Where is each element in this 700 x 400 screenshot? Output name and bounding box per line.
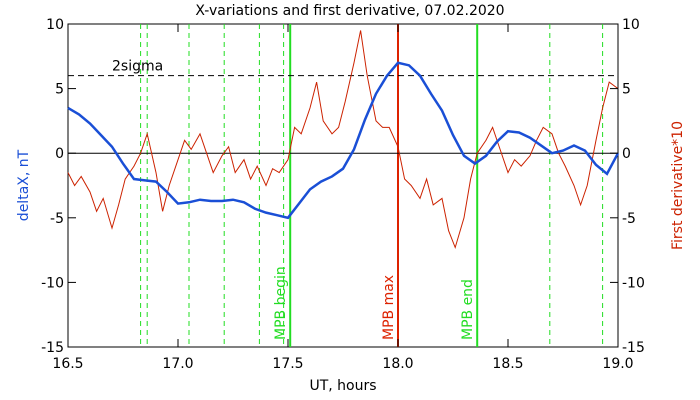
plot-frame [67,23,619,348]
marker-label-0: MPB begin [273,266,289,340]
x-tick-label-0: 16.5 [52,356,83,372]
x-tick-label-3: 18.0 [382,356,413,372]
plot-area [67,23,620,348]
y-left-tick-label-2: -5 [50,211,64,227]
y-left-tick-label-0: -15 [41,340,64,356]
y-right-tick-label-1: -10 [622,275,645,291]
y-right-tick-label-4: 5 [622,82,631,98]
y-left-tick-label-4: 5 [55,82,64,98]
x-tick-label-5: 19.0 [602,356,633,372]
y-right-tick-label-5: 10 [622,17,640,33]
y-right-tick-label-2: -5 [622,211,636,227]
axis-ticks [67,23,619,348]
marker-label-2: MPB end [460,279,476,340]
chart-title: X-variations and first derivative, 07.02… [195,3,504,19]
x-tick-label-2: 17.5 [272,356,303,372]
x-tick-label-1: 17.0 [162,356,193,372]
y-right-tick-label-3: 0 [622,146,631,162]
x-tick-label-4: 18.5 [492,356,523,372]
y-right-tick-labels: -15 -10 -5 0 5 10 [622,17,645,356]
sigma-label: 2sigma [112,59,163,75]
y-left-tick-labels: -15 -10 -5 0 5 10 [41,17,64,356]
x-axis-label: UT, hours [309,378,376,394]
series-line-deltax [67,61,620,220]
minor-markers [140,24,604,347]
y-axis-label-right: First derivative*10 [670,121,686,250]
x-tick-labels: 16.5 17.0 17.5 18.0 18.5 19.0 [52,356,633,372]
marker-labels: MPB begin MPB max MPB end [273,266,476,340]
y-right-tick-label-0: -15 [622,340,645,356]
y-left-tick-label-1: -10 [41,275,64,291]
series-line-derivative [67,30,619,250]
major-markers [289,24,479,347]
y-left-tick-label-3: 0 [55,146,64,162]
y-left-tick-label-5: 10 [46,17,64,33]
y-axis-label-left: deltaX, nT [16,149,32,221]
marker-label-1: MPB max [381,275,397,340]
